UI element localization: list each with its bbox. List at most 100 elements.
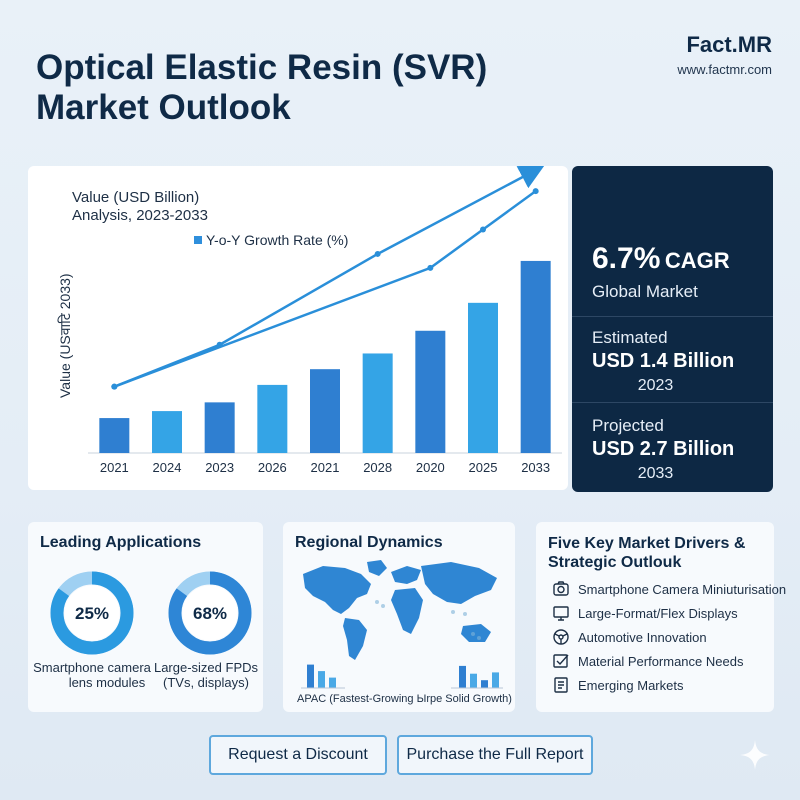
map-dot [451,610,455,614]
value-chart: Value (USD Billion) Analysis, 2023-2033 … [57,165,562,475]
africa-shape [391,588,423,634]
world-map [301,560,503,689]
y-axis-label: Value (USवाटि 2033) [57,273,73,398]
x-tick-label: 2026 [258,460,287,475]
chart-bar [257,384,288,453]
check-icon [552,652,570,670]
projected-value: USD 2.7 Billion [592,438,735,460]
mini-bar [459,665,466,688]
chart-bar [310,369,340,453]
chart-bar [99,418,130,453]
purchase-report-button[interactable]: Purchase the Full Report [397,735,593,775]
drivers-title-line-1: Five Key Market Drivers & [548,535,746,552]
x-tick-label: 2033 [521,460,550,475]
chart-bar [415,330,446,453]
donut-hole [182,585,238,641]
brand[interactable]: Fact.MR www.factmr.com [677,32,772,77]
donut-label-2-line-2: (TVs, displays) [163,675,249,690]
page-title: Optical Elastic Resin (SVR) Market Outlo… [36,48,487,128]
driver-item-emerging: Emerging Markets [552,676,683,694]
document-icon [552,676,570,694]
x-tick-label: 2025 [469,460,498,475]
australia-shape [461,624,491,642]
steering-wheel-icon [552,628,570,646]
chart-bar [204,402,235,453]
map-dot [375,600,379,604]
trend-point [480,226,486,233]
donut-label-2-line-1: Large-sized FPDs [153,660,259,675]
x-tick-label: 2024 [153,460,182,475]
estimated-value: USD 1.4 Billion [592,350,735,372]
applications-panel: Leading Applications 25% 68% Smartphone c… [28,522,263,712]
chart-title-line-1: Value (USD Billion) [72,189,199,206]
chart-legend: Y-o-Y Growth Rate (%) [206,232,348,248]
driver-label: Automotive Innovation [578,629,707,645]
map-dot [477,636,481,640]
brand-logo[interactable]: Fact.MR [686,32,772,57]
driver-label: Emerging Markets [578,677,684,693]
projected-label: Projected [592,416,664,435]
estimated-year: 2023 [637,377,674,394]
chart-bar [468,302,498,453]
x-tick-label: 2020 [416,460,445,475]
stats-divider [572,402,773,403]
south-america-shape [343,618,367,660]
cagr-label: Global Market [592,282,698,301]
stats-divider [572,316,773,317]
estimated-label: Estimated [592,328,668,347]
x-tick-label: 2021 [100,460,129,475]
mini-bar [329,677,336,688]
title-line-1: Optical Elastic Resin (SVR) [36,48,488,87]
x-tick-label: 2023 [205,460,234,475]
title-line-2: Market Outlook [36,88,291,127]
sparkle-icon [740,740,770,770]
projected-year: 2033 [637,465,674,482]
estimated-stat: Estimated USD 1.4 Billion 2023 [592,328,759,395]
mini-bar [318,671,325,688]
map-dot [381,604,385,608]
regional-title: Regional Dynamics [295,534,443,551]
map-dot [463,612,467,616]
driver-item-automotive: Automotive Innovation [552,628,707,646]
brand-url[interactable]: www.factmr.com [677,62,772,77]
driver-label: Smartphone Camera Miniuturisation [578,581,787,597]
greenland-shape [367,560,387,576]
cagr-stat: 6.7% CAGR Global Market [592,242,759,302]
mini-bar [307,664,314,688]
x-tick-label: 2021 [311,460,340,475]
applications-donuts: 25% 68% [50,571,252,655]
driver-item-camera: Smartphone Camera Miniuturisation [552,580,786,598]
mini-bar [492,672,499,688]
camera-icon [552,580,570,598]
drivers-title: Five Key Market Drivers & Strategic Outl… [548,534,745,572]
chart-bar [362,353,393,453]
driver-item-material: Material Performance Needs [552,652,743,670]
request-discount-button[interactable]: Request a Discount [209,735,387,775]
cagr-value: 6.7% [592,242,661,275]
cagr-unit: CAGR [664,248,730,273]
trend-point [532,188,539,195]
chart-bar [520,260,551,453]
mini-bar [481,680,488,688]
driver-label: Material Performance Needs [578,653,744,669]
regional-panel: Regional Dynamics APAC (Fastest-Growing … [283,522,515,712]
asia-shape [421,562,497,604]
donut-value: 68% [193,604,227,623]
donut-value: 25% [75,604,109,623]
applications-title: Leading Applications [40,534,202,551]
regional-caption: APAC (Fastest-Growing Ыrpe Solid Growth) [297,693,512,705]
europe-shape [391,566,421,584]
donut-label-1-line-1: Smartphone camera [33,660,151,675]
trend-line [113,190,537,388]
drivers-panel: Five Key Market Drivers & Strategic Outl… [536,522,786,712]
chart-bar [152,411,182,453]
map-dot [471,632,475,636]
north-america-shape [303,566,371,614]
legend-swatch [194,236,202,244]
donut-label-2: Large-sized FPDs (TVs, displays) [148,660,264,690]
display-icon [552,604,570,622]
donut-arc [50,571,134,655]
trend-point [374,250,381,257]
projected-stat: Projected USD 2.7 Billion 2033 [592,416,759,483]
x-tick-label: 2028 [363,460,392,475]
